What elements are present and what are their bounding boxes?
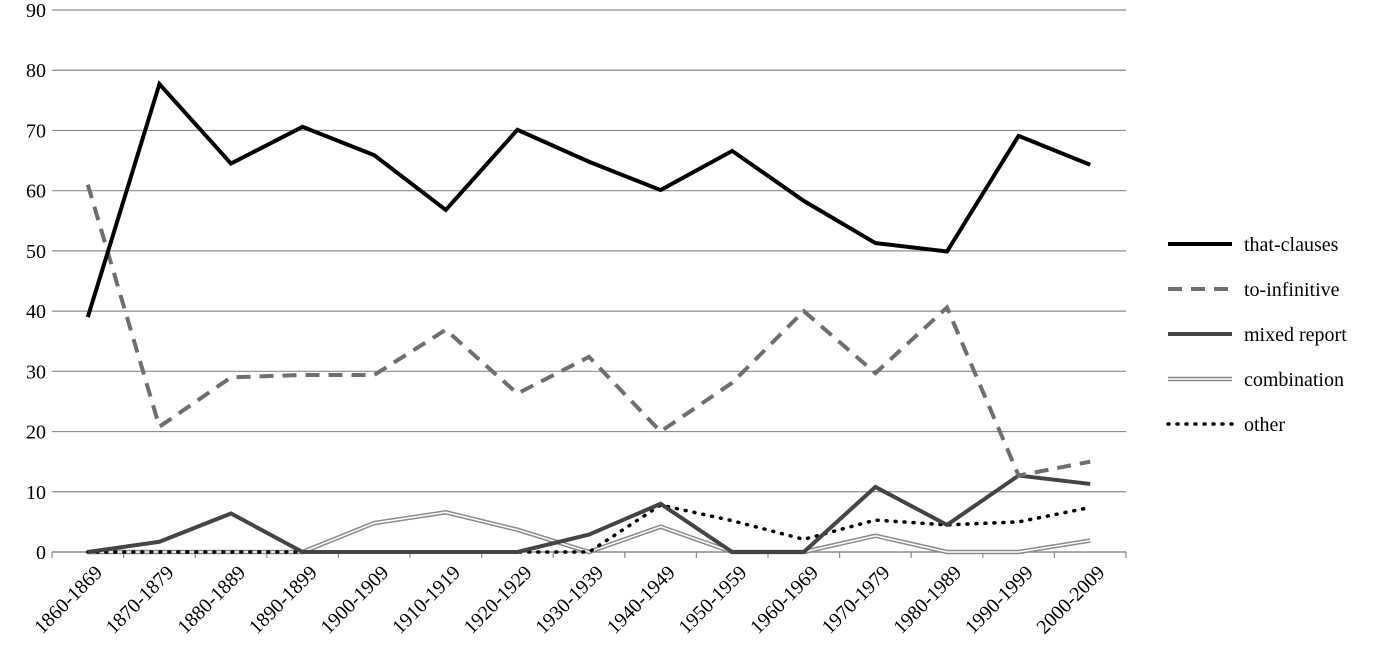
x-tick-label-1860-1869: 1860-1869 [30,562,107,639]
y-tick-label-0: 0 [36,542,46,564]
legend-label-combination: combination [1244,369,1344,391]
x-tick-label-1980-1989: 1980-1989 [889,562,966,639]
y-tick-label-40: 40 [26,301,46,323]
y-axis-ticks: 0 10 20 30 40 50 60 70 80 90 [26,0,46,564]
series-line-mixed-report [87,473,1091,554]
series-line-that-clauses [85,80,1091,318]
grid-lines [52,9,1126,493]
x-tick-label-1900-1909: 1900-1909 [317,562,394,639]
x-tick-label-1970-1979: 1970-1979 [818,562,895,639]
x-tick-label-1890-1899: 1890-1899 [245,562,322,639]
y-tick-label-70: 70 [26,120,46,142]
y-tick-label-50: 50 [26,241,46,263]
legend-label-that-clauses: that-clauses [1244,234,1339,256]
series-lines [85,80,1092,555]
legend-label-to-infinitive: to-infinitive [1244,279,1340,301]
legend: that-clauses to-infinitive mixed report com… [1166,234,1347,436]
legend-label-other: other [1244,414,1285,436]
x-tick-label-1950-1959: 1950-1959 [675,562,752,639]
x-tick-label-2000-2009: 2000-2009 [1033,562,1110,639]
x-axis-ticks: 1860-18691870-18791880-18891890-18991900… [30,552,1127,639]
y-tick-label-80: 80 [26,60,46,82]
y-tick-label-10: 10 [26,482,46,504]
x-tick-label-1870-1879: 1870-1879 [102,562,179,639]
y-tick-label-20: 20 [26,422,46,444]
x-tick-label-1940-1949: 1940-1949 [603,562,680,639]
x-tick-label-1920-1929: 1920-1929 [460,562,537,639]
y-tick-label-30: 30 [26,361,46,383]
x-tick-label-1910-1919: 1910-1919 [388,562,465,639]
x-tick-label-1880-1889: 1880-1889 [173,562,250,639]
x-tick-label-1960-1969: 1960-1969 [746,562,823,639]
series-line-other [86,503,1092,554]
y-tick-label-90: 90 [26,0,46,22]
x-tick-label-1990-1999: 1990-1999 [961,562,1038,639]
y-tick-label-60: 60 [26,181,46,203]
x-tick-label-1930-1939: 1930-1939 [531,562,608,639]
legend-label-mixed-report: mixed report [1244,324,1347,346]
